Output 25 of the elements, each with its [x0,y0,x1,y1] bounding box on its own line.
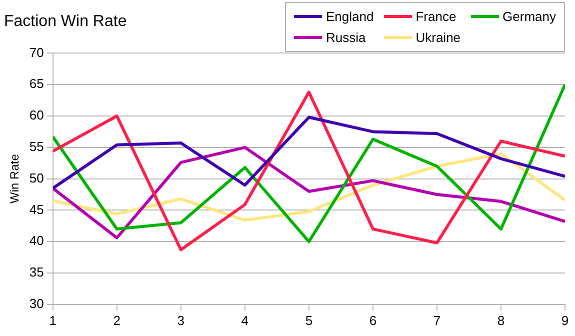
x-tick-label: 4 [241,312,249,328]
y-tick-label: 45 [29,202,44,217]
legend-label: Germany [502,9,556,24]
y-axis-title: Win Rate [8,154,22,204]
y-tick-label: 65 [29,76,44,92]
x-tick-label: 9 [561,312,569,328]
x-tick-label: 6 [369,312,377,328]
y-tick-label: 55 [29,138,44,154]
y-tick-label: 40 [29,233,44,248]
y-tick-label: 30 [29,296,44,311]
chart-title: Faction Win Rate [4,13,127,30]
y-tick-label: 60 [29,108,44,123]
x-tick-label: 2 [113,312,120,328]
y-tick-label: 50 [29,170,44,186]
y-tick-label: 35 [29,264,44,280]
legend-label: France [416,9,456,24]
x-tick-label: 8 [497,312,505,328]
x-tick-label: 7 [433,312,441,328]
legend-label: Russia [326,30,366,45]
x-tick-label: 3 [177,312,185,328]
x-tick-label: 5 [305,312,313,328]
y-tick-label: 70 [29,44,44,60]
legend-label: England [326,9,374,24]
legend-label: Ukraine [416,30,461,45]
x-tick-label: 1 [49,312,56,328]
